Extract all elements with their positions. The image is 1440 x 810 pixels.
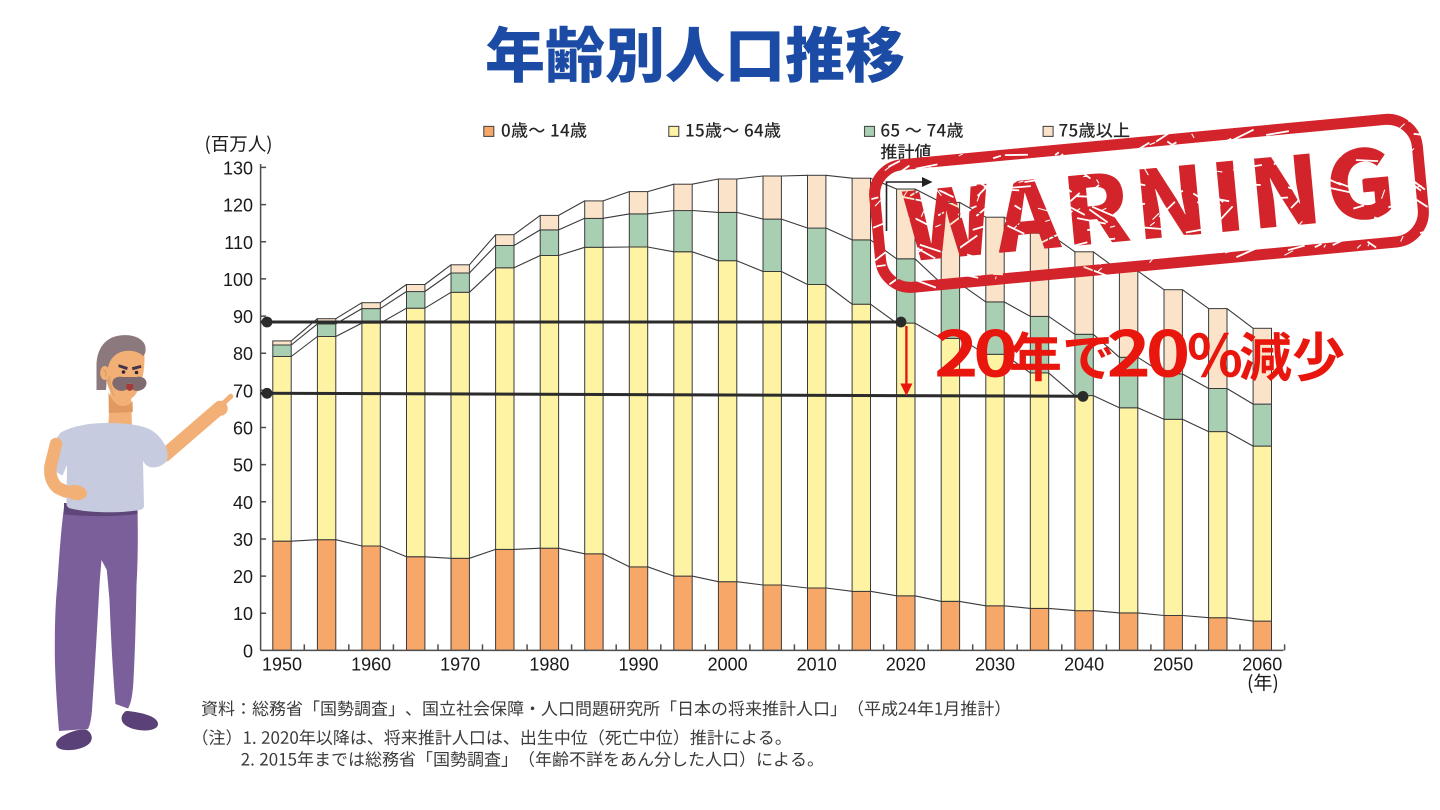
- svg-text:130: 130: [223, 158, 253, 178]
- svg-text:110: 110: [224, 233, 253, 253]
- svg-text:1950: 1950: [262, 655, 302, 675]
- svg-text:100: 100: [223, 270, 253, 290]
- svg-text:2000: 2000: [708, 655, 748, 675]
- svg-text:1990: 1990: [618, 655, 658, 675]
- svg-text:70: 70: [233, 381, 253, 401]
- svg-text:120: 120: [223, 196, 253, 216]
- svg-text:2040: 2040: [1064, 655, 1104, 675]
- svg-text:2020: 2020: [886, 655, 926, 675]
- svg-text:30: 30: [233, 530, 253, 550]
- svg-text:2010: 2010: [797, 655, 837, 675]
- svg-text:2060: 2060: [1242, 655, 1282, 675]
- svg-text:60: 60: [233, 419, 253, 439]
- svg-text:1960: 1960: [351, 655, 391, 675]
- svg-text:2050: 2050: [1153, 655, 1193, 675]
- svg-text:80: 80: [233, 344, 253, 364]
- svg-text:2030: 2030: [975, 655, 1015, 675]
- svg-text:0: 0: [243, 641, 253, 661]
- svg-text:1970: 1970: [440, 655, 480, 675]
- svg-text:50: 50: [233, 456, 253, 476]
- svg-text:10: 10: [233, 604, 253, 624]
- svg-text:90: 90: [233, 307, 253, 327]
- svg-text:1980: 1980: [529, 655, 569, 675]
- svg-text:40: 40: [233, 493, 253, 513]
- svg-text:20: 20: [233, 567, 253, 587]
